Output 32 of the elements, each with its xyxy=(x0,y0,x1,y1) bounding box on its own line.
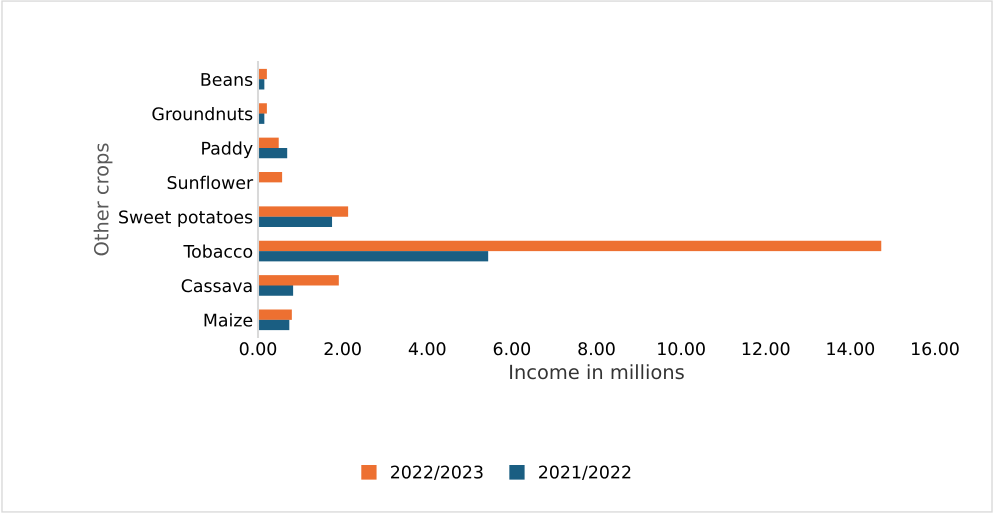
y-tick-label: Maize xyxy=(204,313,252,327)
y-tick-label: Tobacco xyxy=(183,244,252,258)
x-tick-label: 16.00 xyxy=(912,342,959,356)
x-tick-label: 8.00 xyxy=(578,342,615,356)
x-tick-label: 6.00 xyxy=(494,342,530,356)
x-tick-label: 12.00 xyxy=(742,342,790,356)
bar xyxy=(258,251,488,262)
legend-label: 2022/2023 xyxy=(391,465,483,480)
bar xyxy=(258,285,294,296)
x-tick-label: 0.00 xyxy=(240,342,276,356)
y-tick-label: Cassava xyxy=(182,279,252,292)
bar xyxy=(258,216,332,227)
x-tick-label: 4.00 xyxy=(408,342,446,356)
y-tick-label: Beans xyxy=(202,73,252,86)
y-tick-label: Sunflower xyxy=(168,176,254,190)
bar xyxy=(258,320,290,330)
x-tick-label: 2.00 xyxy=(324,342,361,356)
bar xyxy=(258,310,292,320)
y-tick-label: Groundnuts xyxy=(152,106,252,120)
bar xyxy=(258,172,282,182)
x-tick-label: 14.00 xyxy=(827,342,874,356)
bar xyxy=(258,148,288,158)
legend-label: 2021/2022 xyxy=(539,465,630,480)
y-axis-title: Other crops xyxy=(94,143,112,256)
x-axis-title: Income in millions xyxy=(510,364,684,380)
bar xyxy=(258,206,348,217)
bar xyxy=(258,138,279,148)
bar xyxy=(258,275,339,286)
y-tick-label: Sweet potatoes xyxy=(119,210,252,227)
x-tick-label: 10.00 xyxy=(658,342,705,356)
bar xyxy=(258,240,882,252)
y-tick-label: Paddy xyxy=(202,141,253,158)
